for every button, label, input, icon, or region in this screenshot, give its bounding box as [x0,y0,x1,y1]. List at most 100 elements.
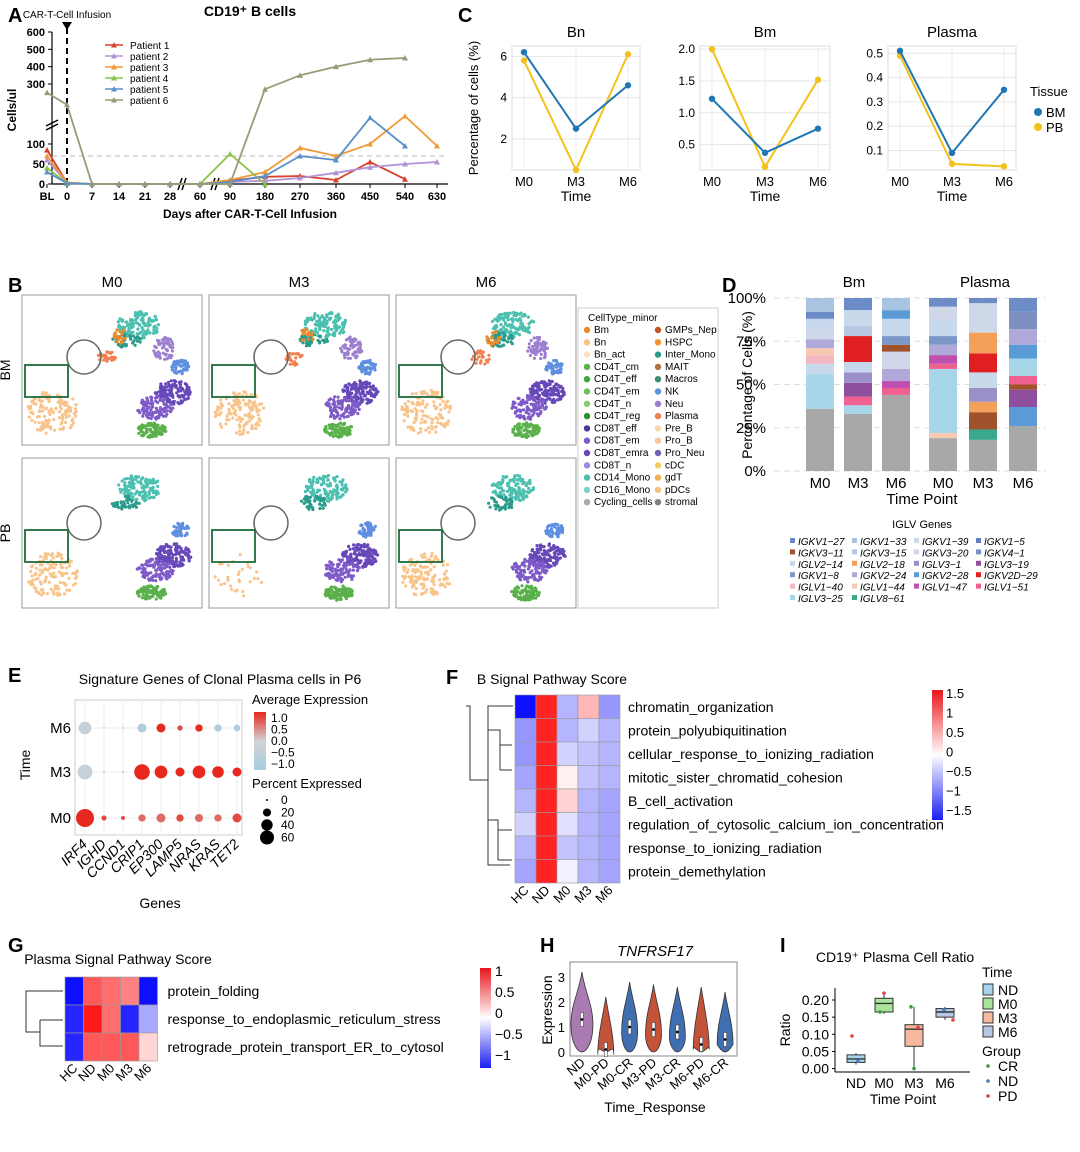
umap-point [413,570,417,575]
umap-point [487,353,491,357]
legend-marker [790,560,795,566]
stacked-bar-segment [844,336,872,363]
umap-point [408,425,412,429]
umap-point [141,497,145,501]
umap-point [146,328,150,332]
umap-point [151,586,155,590]
heatmap-cell [577,788,600,813]
column-label: HC [508,883,532,907]
umap-point [329,561,333,565]
series-point [948,149,956,157]
umap-point [547,543,551,548]
umap-point [172,562,176,567]
umap-point [163,394,167,398]
umap-point [141,476,145,480]
x-tick-label: 60 [194,191,206,203]
umap-point [333,322,337,326]
umap-point [33,397,37,401]
umap-point [406,399,410,403]
umap-point [162,345,166,349]
umap-point [432,404,436,408]
umap-point [508,311,512,315]
umap-point [489,340,493,344]
umap-point [532,407,536,411]
legend-marker [654,462,662,469]
umap-point [39,399,43,403]
row-label: protein_demethylation [628,863,766,879]
umap-point [328,567,332,571]
dendrogram [466,705,513,866]
umap-point [310,491,315,496]
umap-point [43,392,48,396]
umap-point [551,532,555,536]
umap-point [141,414,145,418]
legend-marker [982,983,994,996]
umap-point [533,428,537,432]
umap-point [329,327,334,331]
heatmap-cell [598,788,621,813]
umap-point [350,562,354,566]
umap-point [336,313,341,317]
series-point [44,165,50,171]
umap-point [507,481,511,485]
umap-point [168,565,172,569]
umap-point [219,411,223,415]
umap-point [139,587,143,591]
umap-point [116,320,120,324]
series-point [761,149,769,157]
umap-point [154,434,158,438]
umap-point [39,588,44,592]
umap-point [151,432,155,436]
legend-marker [583,449,591,457]
umap-point [346,356,350,360]
umap-point [295,362,299,366]
series-point [367,164,373,170]
stacked-bar-segment [806,318,834,330]
umap-point [507,336,511,341]
umap-point [344,490,348,494]
umap-point [541,566,545,570]
umap-point [163,573,167,577]
umap-point [530,548,535,552]
umap-point [358,381,362,385]
series-point [948,160,956,168]
umap-point [220,562,224,566]
row-label: retrograde_protein_transport_ER_to_cytos… [168,1039,444,1055]
umap-point [235,418,239,422]
umap-point [408,575,412,580]
umap-point [535,547,539,551]
umap-point [71,397,75,401]
umap-point [363,533,367,537]
umap-point [57,553,61,557]
umap-point [156,484,160,488]
umap-point [521,328,525,332]
umap-point [357,531,361,535]
umap-point [549,380,553,384]
umap-point [30,574,34,578]
umap-point [143,431,147,435]
umap-point [126,495,130,499]
umap-point [355,354,359,358]
umap-point [436,421,440,425]
umap-point [298,355,302,359]
series-point [64,180,70,186]
legend-label: CD4T_reg [594,411,640,422]
umap-point [509,325,513,329]
umap-point [319,477,323,481]
umap-point [172,524,176,529]
umap-point [333,479,337,483]
umap-point [145,404,149,408]
umap-point [530,569,534,573]
umap-point [339,597,343,601]
umap-point [551,561,556,565]
umap-point [347,431,351,435]
umap-point [336,413,340,417]
umap-point [158,341,162,345]
umap-point [317,488,322,492]
umap-point [538,556,543,560]
umap-point [170,340,174,344]
umap-point [509,329,513,333]
series-point [434,143,440,149]
umap-point [490,336,494,340]
umap-point [43,567,47,571]
